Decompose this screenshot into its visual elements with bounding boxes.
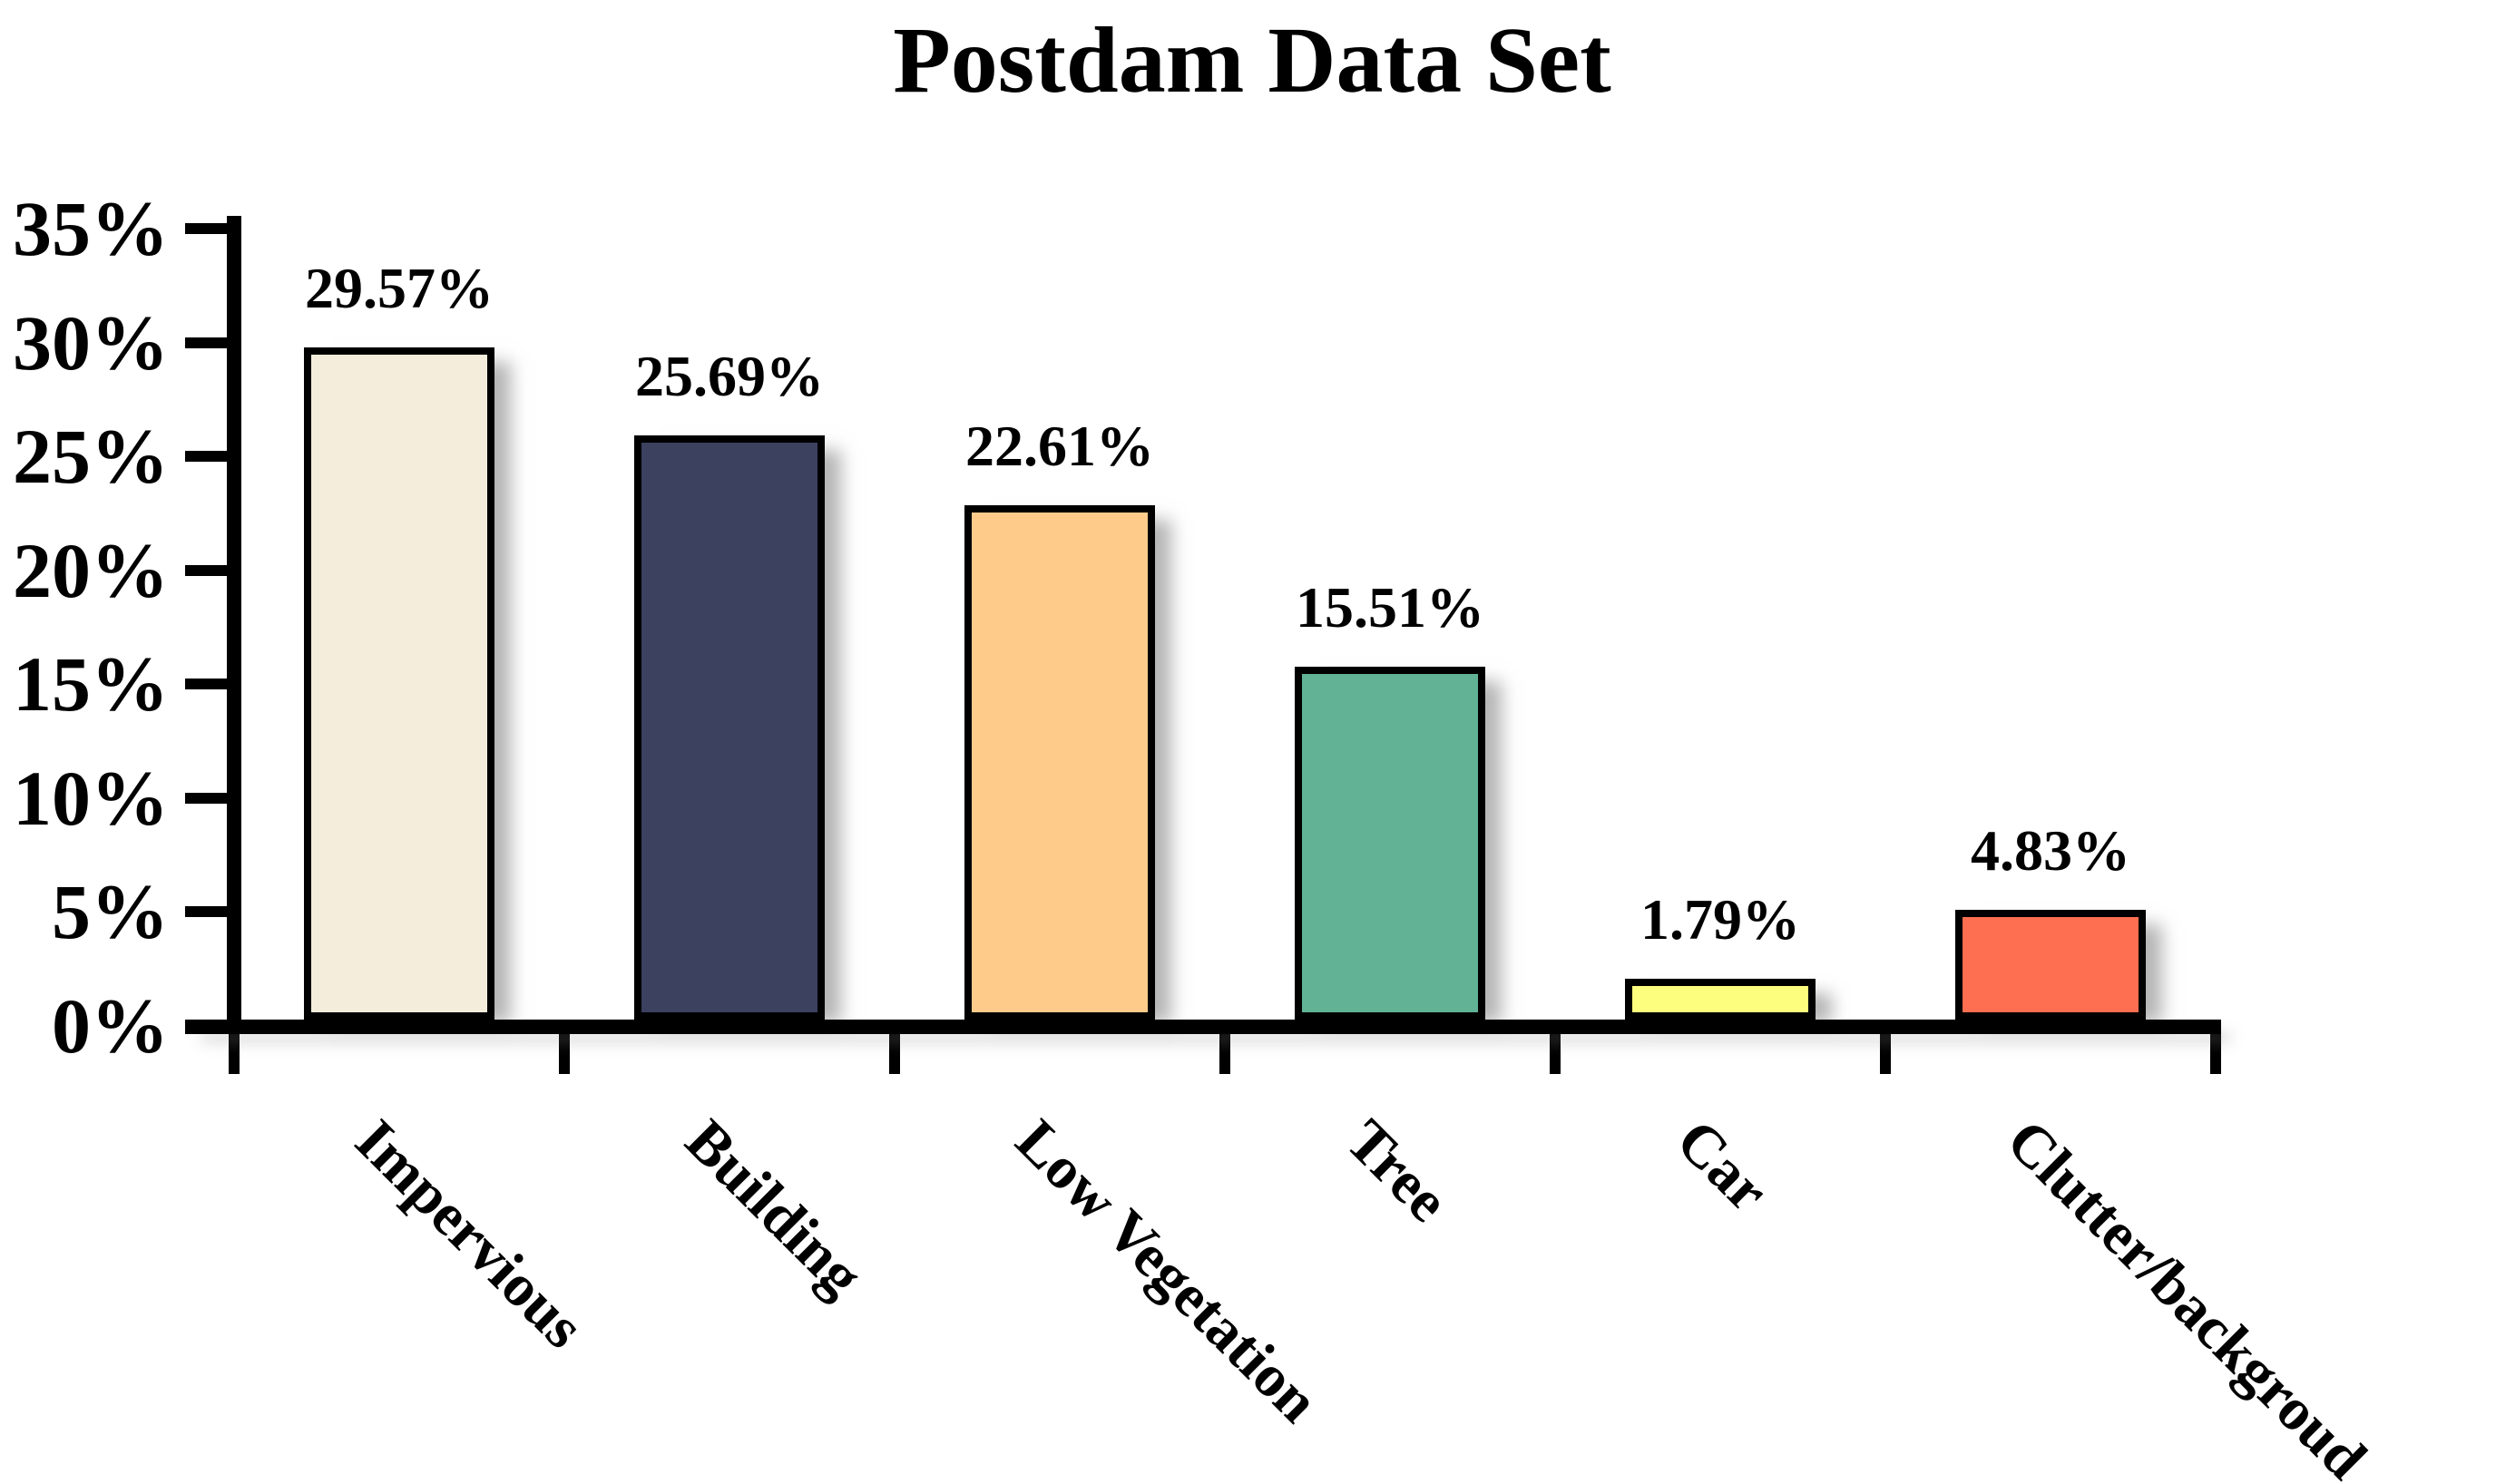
y-axis-tick-10% xyxy=(185,792,234,804)
x-axis-label-impervious: Impervious xyxy=(342,1107,597,1362)
x-axis-line xyxy=(185,1020,2221,1034)
y-axis-tick-label-15%: 15% xyxy=(13,640,169,728)
bar-car xyxy=(1625,979,1816,1020)
x-axis-label-car: Car xyxy=(1663,1107,1782,1225)
bar-value-label-low-vegetation: 22.61% xyxy=(965,414,1154,478)
bar-value-label-tree: 15.51% xyxy=(1296,575,1484,639)
x-axis-tick-0 xyxy=(229,1034,240,1074)
bar-tree xyxy=(1295,667,1485,1020)
x-axis-label-building: Building xyxy=(672,1107,876,1310)
x-axis-label-low-vegetation: Low Vegetation xyxy=(1003,1107,1332,1436)
y-axis-tick-25% xyxy=(185,451,234,463)
y-axis-tick-label-35%: 35% xyxy=(13,185,169,273)
x-axis-tick-6 xyxy=(2210,1034,2221,1074)
bar-value-label-impervious: 29.57% xyxy=(305,256,494,320)
y-axis-tick-label-25%: 25% xyxy=(13,413,169,501)
bar-value-label-clutter-backgroud: 4.83% xyxy=(1971,818,2130,883)
y-axis-tick-label-30%: 30% xyxy=(13,298,169,386)
y-axis-tick-5% xyxy=(185,906,234,918)
x-axis-label-clutter-backgroud: Clutter/backgroud xyxy=(1993,1107,2379,1484)
y-axis-tick-label-5%: 5% xyxy=(52,868,169,956)
y-axis-tick-label-20%: 20% xyxy=(13,526,169,614)
x-axis-tick-3 xyxy=(1219,1034,1230,1074)
bar-clutter-backgroud xyxy=(1955,910,2146,1020)
chart-title: Postdam Data Set xyxy=(893,8,1611,112)
y-axis-tick-label-0%: 0% xyxy=(52,982,169,1069)
bar-low-vegetation xyxy=(964,505,1155,1020)
y-axis-tick-20% xyxy=(185,564,234,576)
y-axis-tick-35% xyxy=(185,223,234,235)
x-axis-tick-4 xyxy=(1550,1034,1561,1074)
x-axis-tick-5 xyxy=(1880,1034,1891,1074)
y-axis-line xyxy=(227,216,241,1034)
x-axis-tick-1 xyxy=(559,1034,570,1074)
x-axis-tick-2 xyxy=(889,1034,900,1074)
x-axis-label-tree: Tree xyxy=(1333,1107,1462,1235)
y-axis-tick-label-10%: 10% xyxy=(13,754,169,842)
y-axis-tick-15% xyxy=(185,679,234,690)
bar-value-label-car: 1.79% xyxy=(1640,887,1800,952)
bar-impervious xyxy=(304,347,494,1020)
y-axis-tick-30% xyxy=(185,337,234,348)
bar-value-label-building: 25.69% xyxy=(635,344,824,408)
bar-building xyxy=(634,435,825,1020)
